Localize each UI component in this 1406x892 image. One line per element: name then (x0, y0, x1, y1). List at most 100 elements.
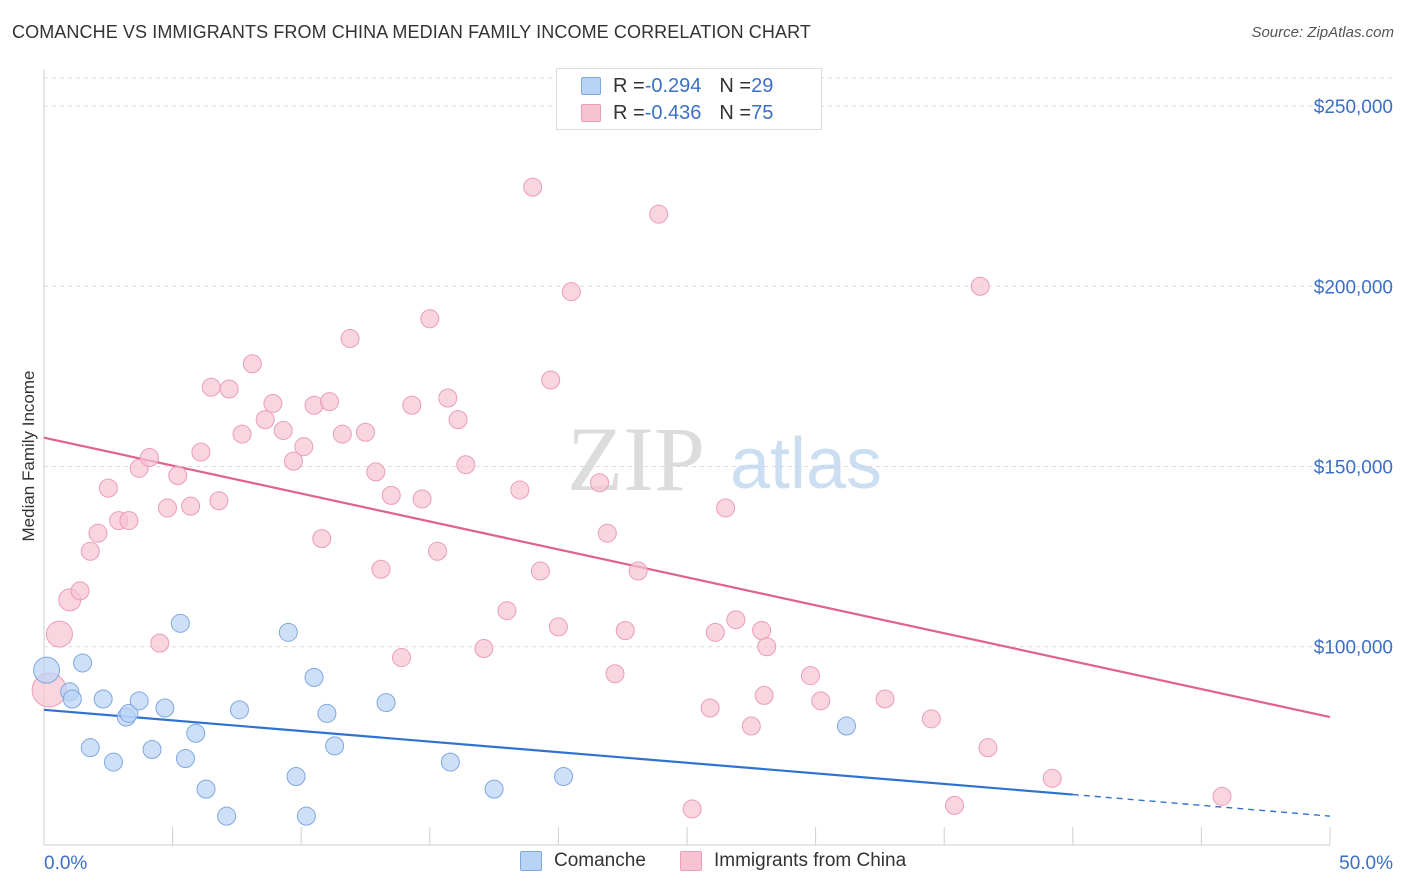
china-point (605, 664, 625, 684)
comanche-point (296, 806, 316, 826)
china-point (523, 177, 543, 197)
china-point (139, 448, 159, 467)
china-point (312, 529, 332, 549)
comanche-point (142, 739, 162, 759)
comanche-point (440, 752, 460, 772)
china-point (456, 455, 476, 475)
series-legend: Comanche Immigrants from China (0, 850, 1406, 878)
china-point (649, 204, 669, 224)
china-point (597, 523, 617, 543)
china-point (340, 329, 360, 349)
china-point (273, 420, 293, 440)
china-trend-line (43, 436, 1331, 719)
china-point (402, 395, 422, 415)
stats-row-comanche: R = -0.294 N = 29 (581, 73, 773, 99)
watermark-atlas: atlas (730, 424, 882, 504)
comanche-point (217, 806, 237, 826)
r-label: R = (613, 74, 645, 97)
china-point (590, 473, 610, 493)
axes (43, 70, 1331, 846)
china-point (754, 685, 774, 705)
comanche-point (93, 689, 113, 709)
china-point (530, 561, 550, 581)
pink-swatch-icon (680, 851, 702, 871)
china-point (970, 276, 990, 296)
r-value: -0.436 (644, 101, 702, 124)
china-point (242, 354, 262, 374)
comanche-point (119, 703, 139, 723)
china-point (366, 462, 386, 482)
china-point (875, 689, 895, 709)
n-label: N = (719, 74, 752, 97)
x-tick-label: 0.0% (44, 853, 87, 874)
china-point (201, 377, 221, 397)
china-point (70, 581, 90, 601)
n-value: 29 (751, 74, 774, 97)
china-point (752, 621, 772, 641)
china-point (420, 309, 440, 329)
china-point (438, 388, 458, 408)
china-point (283, 451, 303, 471)
r-label: R = (613, 101, 645, 124)
trend-lines (43, 436, 1331, 817)
tick-labels: $100,000 $150,000 $200,000 $250,000 0.0% 50.0… (44, 97, 1393, 874)
comanche-point (103, 752, 123, 772)
y-tick-label: $100,000 (1314, 638, 1393, 659)
x-tick-label: 50.0% (1339, 853, 1393, 874)
chart-source: Source: ZipAtlas.com (1251, 24, 1394, 41)
legend-label: Comanche (554, 850, 646, 871)
comanche-point (484, 779, 504, 799)
china-point (700, 698, 720, 718)
china-point (448, 410, 468, 430)
comanche-point (836, 716, 856, 736)
pink-swatch-icon (581, 104, 601, 122)
china-point (716, 498, 736, 518)
china-point (705, 622, 725, 642)
n-value: 75 (751, 101, 774, 124)
y-tick-label: $150,000 (1314, 458, 1393, 479)
watermark-zip: ZIP (567, 408, 705, 510)
china-point (332, 424, 352, 444)
n-label: N = (719, 101, 752, 124)
comanche-point (129, 691, 149, 711)
comanche-point (186, 723, 206, 743)
china-point (168, 466, 188, 486)
china-point (497, 601, 517, 621)
china-point (98, 478, 118, 498)
china-point (157, 498, 177, 518)
china-point (150, 633, 170, 653)
china-point (381, 485, 401, 505)
comanche-trend-extension (1072, 793, 1331, 817)
china-point (304, 395, 324, 415)
china-point (921, 709, 941, 729)
legend-item-china[interactable]: Immigrants from China (680, 850, 906, 872)
legend-label: Immigrants from China (714, 850, 907, 871)
r-value: -0.294 (644, 74, 702, 97)
china-point (682, 799, 702, 819)
china-point (1042, 768, 1062, 788)
comanche-point (229, 700, 249, 720)
comanche-point (73, 653, 93, 673)
legend-item-comanche[interactable]: Comanche (520, 850, 646, 872)
china-point (294, 437, 314, 457)
china-point (80, 541, 100, 561)
china-point (615, 621, 635, 641)
blue-swatch-icon (581, 77, 601, 95)
china-point (741, 716, 761, 736)
china-point (726, 610, 746, 630)
comanche-point (62, 689, 82, 709)
china-point (209, 491, 229, 511)
china-point (428, 541, 448, 561)
china-point (412, 489, 432, 509)
comanche-point (33, 656, 61, 684)
comanche-point (304, 667, 324, 687)
y-axis-label: Median Family Income (19, 370, 38, 541)
china-point (548, 617, 568, 637)
china-point (232, 424, 252, 444)
china-point (541, 370, 561, 390)
china-point (119, 511, 139, 531)
china-point (88, 523, 108, 543)
china-point (757, 637, 777, 657)
comanche-point (196, 779, 216, 799)
china-point (628, 561, 648, 581)
